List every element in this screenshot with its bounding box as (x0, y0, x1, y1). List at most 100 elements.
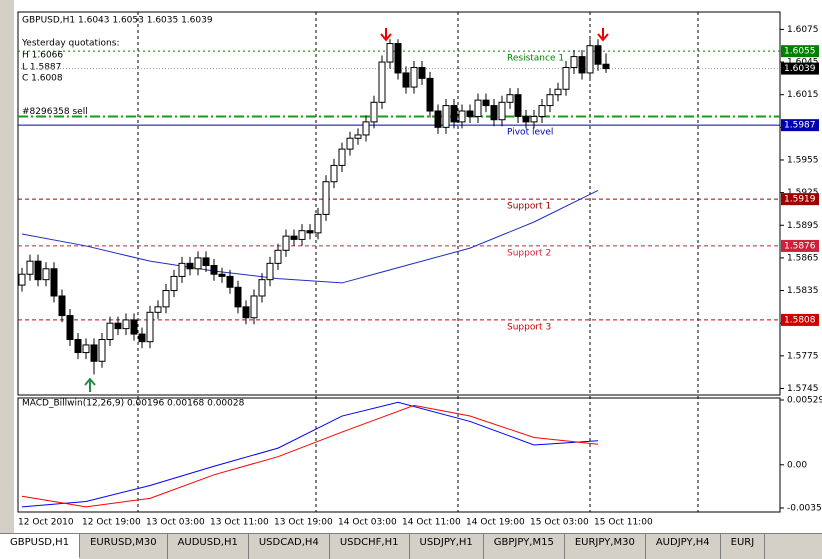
sell-arrow (380, 28, 392, 42)
x-tick-label: 15 Oct 11:00 (594, 518, 653, 528)
candle-body (546, 94, 554, 107)
candle-body (386, 43, 394, 63)
macd-y-tick-label: -0.00353 (787, 504, 822, 514)
symbol-tab[interactable]: GBPJPY,M15 (484, 534, 565, 559)
candle-body (74, 339, 82, 354)
level-label: Support 3 (507, 322, 551, 332)
candle-body (234, 286, 242, 308)
x-tick-label: 13 Oct 19:00 (274, 518, 333, 528)
candle-body (42, 268, 50, 281)
symbol-tab[interactable]: EURJPY,M30 (565, 534, 646, 559)
symbol-tab[interactable]: AUDJPY,H4 (646, 534, 721, 559)
symbol-tab[interactable]: GBPUSD,H1 (0, 534, 81, 559)
side-toolbar (0, 0, 14, 533)
candle-body (474, 99, 482, 117)
candle-body (538, 105, 546, 117)
candle-body (162, 290, 170, 308)
x-tick-label: 12 Oct 2010 (18, 518, 74, 528)
candle-body (298, 230, 306, 240)
chart: GBPUSD,H1 1.6043 1.6053 1.6035 1.6039 Ye… (0, 0, 822, 533)
candle-body (282, 235, 290, 251)
candle-body (506, 94, 514, 103)
price-box-label: 1.5876 (784, 241, 816, 251)
y-tick-label: 1.5775 (787, 351, 819, 361)
candle-body (482, 99, 490, 107)
candle-body (306, 230, 314, 234)
price-box (781, 313, 819, 326)
symbol-tab[interactable]: EURJ (721, 534, 766, 559)
candle-body (170, 275, 178, 292)
candle-body (362, 121, 370, 136)
candle-body (26, 260, 34, 275)
price-box (781, 239, 819, 252)
quote: L 1.5887 (22, 63, 61, 73)
sell-arrow (597, 28, 609, 42)
background (0, 0, 822, 533)
candle-body (250, 295, 258, 319)
candle-body (66, 315, 74, 341)
candle-body (466, 110, 474, 117)
y-tick-label: 1.6075 (787, 25, 819, 35)
y-tick-label: 1.5745 (787, 384, 819, 394)
price-box-label: 1.6039 (784, 64, 816, 74)
candle-body (522, 115, 530, 123)
candle-body (378, 61, 386, 103)
price-box (781, 45, 819, 58)
symbol-tab[interactable]: USDJPY,H1 (410, 534, 484, 559)
macd-line (21, 401, 599, 508)
y-tick-label: 1.5925 (787, 188, 819, 198)
candle-body (290, 235, 298, 240)
x-tick-label: 15 Oct 03:00 (530, 518, 589, 528)
candle-body (354, 134, 362, 139)
candle-body (602, 63, 610, 70)
candle-body (458, 110, 466, 123)
candle-body (186, 262, 194, 270)
candle-body (90, 344, 98, 362)
candle-body (130, 319, 138, 335)
y-tick-label: 1.5865 (787, 253, 819, 263)
price-box-label: 1.5808 (784, 315, 816, 325)
candle-body (194, 257, 202, 270)
candle-body (210, 265, 218, 275)
candle-body (562, 66, 570, 90)
x-tick-label: 14 Oct 03:00 (338, 518, 397, 528)
price-box (781, 119, 819, 132)
candle-body (138, 333, 146, 343)
candle-body (322, 181, 330, 215)
candle-body (202, 257, 210, 267)
candle-body (274, 249, 282, 264)
candle-body (178, 262, 186, 277)
x-tick-label: 14 Oct 19:00 (466, 518, 525, 528)
candle-body (258, 279, 266, 297)
candle-body (578, 56, 586, 74)
order-label: #8296358 sell (22, 107, 88, 117)
candle-body (106, 322, 114, 341)
symbol-tab[interactable]: USDCAD,H4 (249, 534, 330, 559)
candle-body (370, 101, 378, 123)
symbol-tab[interactable]: AUDUSD,H1 (168, 534, 249, 559)
y-tick-label: 1.5895 (787, 221, 819, 231)
quote: H 1.6066 (22, 51, 63, 61)
candle-body (554, 88, 562, 96)
candle-body (490, 105, 498, 121)
x-tick-label: 13 Oct 03:00 (146, 518, 205, 528)
candle-body (226, 275, 234, 288)
quote: C 1.6008 (22, 74, 63, 84)
candle-body (122, 319, 130, 330)
level-label: Pivot level (507, 128, 553, 138)
candle-body (594, 45, 602, 65)
candle-body (146, 311, 154, 343)
y-tick-label: 1.5955 (787, 155, 819, 165)
macd-line (21, 404, 599, 508)
x-tick-label: 12 Oct 19:00 (82, 518, 141, 528)
price-box-label: 1.5919 (784, 195, 816, 205)
candle-body (402, 72, 410, 88)
candle-body (154, 306, 162, 313)
candle-body (98, 339, 106, 362)
y-tick-label: 1.6045 (787, 58, 819, 68)
symbol-tab[interactable]: USDCHF,H1 (330, 534, 410, 559)
candle-body (114, 322, 122, 330)
level-label: Resistance 1 (507, 54, 564, 64)
symbol-tab[interactable]: EURUSD,M30 (80, 534, 168, 559)
